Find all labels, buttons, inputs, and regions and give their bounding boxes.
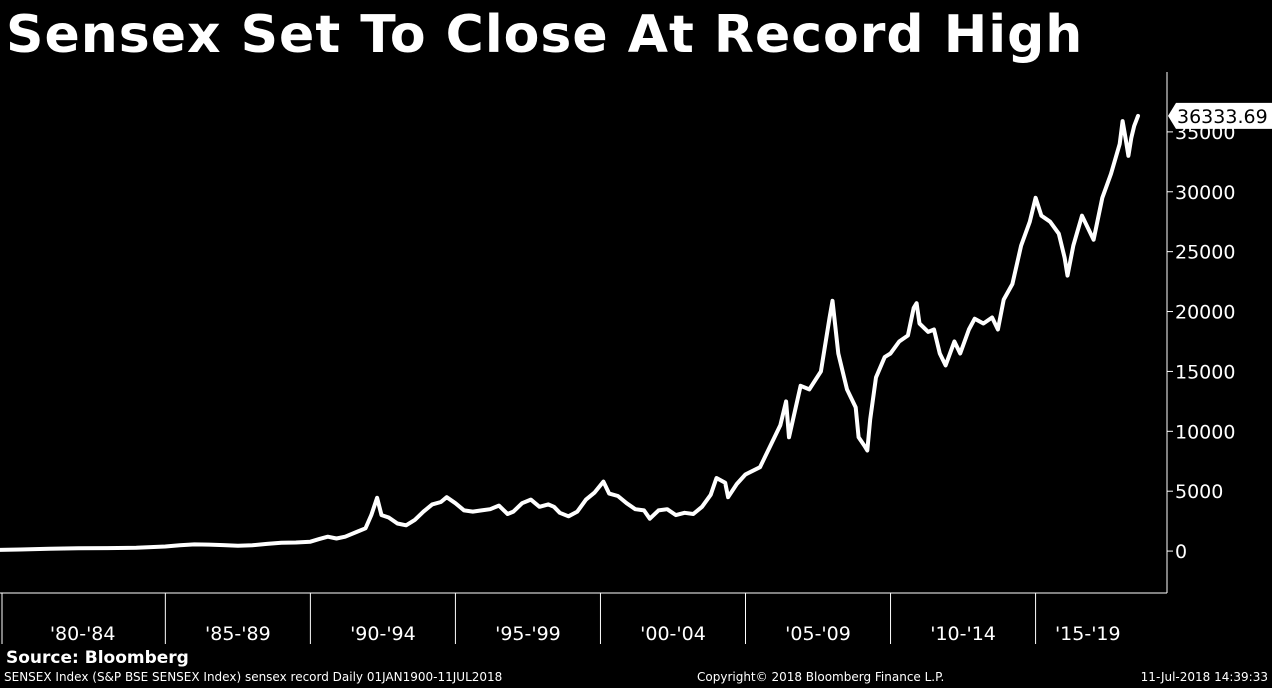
y-tick-label: 10000: [1175, 421, 1235, 443]
footer-timestamp: 11-Jul-2018 14:39:33: [1140, 670, 1268, 684]
chart-title: Sensex Set To Close At Record High: [6, 5, 1084, 65]
x-tick-label: '85-'89: [205, 623, 271, 645]
x-axis: '80-'84 '85-'89 '90-'94 '95-'99 '00-'04 '05-'…: [0, 592, 1167, 645]
x-tick-label: '95-'99: [495, 623, 561, 645]
series-line: [0, 113, 1140, 552]
y-tick-label: 5000: [1175, 481, 1223, 503]
y-tick-label: 20000: [1175, 302, 1235, 324]
x-tick-label: '05-'09: [785, 623, 851, 645]
x-tick-label: '90-'94: [350, 623, 416, 645]
last-value-label: 36333.69: [1177, 106, 1268, 128]
x-tick-label: '80-'84: [50, 623, 116, 645]
y-tick-label: 25000: [1175, 242, 1235, 264]
x-tick-label: '15-'19: [1055, 623, 1121, 645]
y-tick-label: 15000: [1175, 361, 1235, 383]
x-tick-label: '10-'14: [930, 623, 996, 645]
x-tick-label: '00-'04: [640, 623, 706, 645]
chart-source: Source: Bloomberg: [6, 648, 189, 668]
last-value-box: [1168, 102, 1272, 129]
y-tick-label: 30000: [1175, 182, 1235, 204]
series-layer: [0, 113, 1140, 552]
y-tick-label: 0: [1175, 541, 1187, 563]
footer-copyright: Copyright© 2018 Bloomberg Finance L.P.: [697, 670, 945, 684]
footer-description: SENSEX Index (S&P BSE SENSEX Index) sens…: [4, 670, 503, 684]
